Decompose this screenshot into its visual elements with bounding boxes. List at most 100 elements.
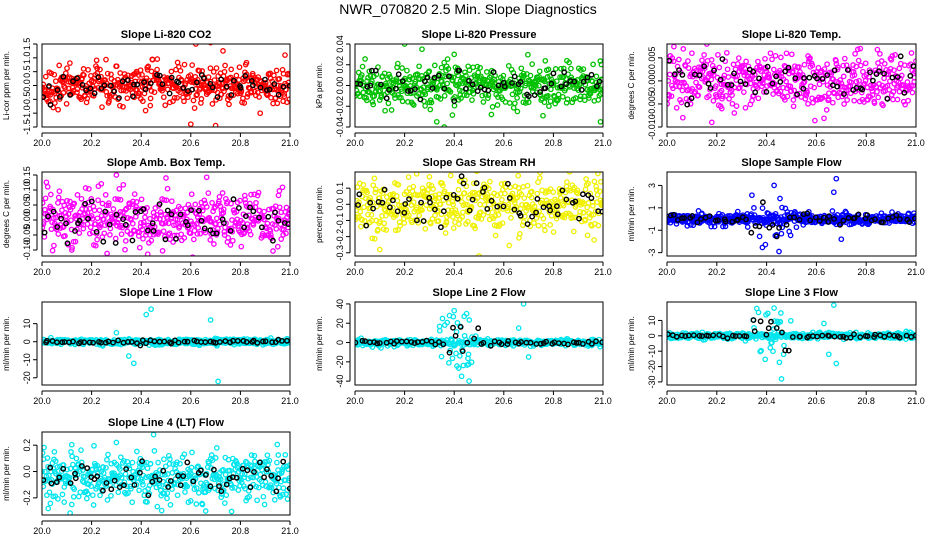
data-point	[56, 62, 63, 69]
data-point	[84, 95, 91, 102]
reference-point	[376, 340, 383, 346]
data-point	[456, 221, 462, 227]
reference-point	[424, 74, 431, 81]
reference-point	[816, 218, 823, 224]
data-point	[166, 230, 173, 237]
data-point	[262, 82, 269, 89]
reference-point	[235, 205, 242, 211]
data-point	[81, 72, 87, 78]
reference-point	[151, 338, 158, 345]
x-tick-label: 21.0	[281, 267, 299, 277]
data-point	[160, 94, 167, 101]
panel-title: Slope Li-820 Pressure	[422, 29, 537, 41]
plot-frame	[41, 171, 291, 257]
data-point	[676, 83, 683, 90]
reference-point	[110, 339, 117, 346]
panel-title: Slope Line 1 Flow	[120, 287, 213, 299]
outlier-point	[113, 172, 120, 178]
data-point	[427, 220, 434, 227]
data-point	[184, 209, 191, 216]
reference-point	[783, 221, 790, 228]
reference-point	[457, 323, 464, 330]
x-tick-label: 20.2	[83, 138, 101, 148]
data-point	[598, 61, 603, 68]
data-point	[545, 66, 552, 73]
x-tick-label: 20.6	[182, 138, 200, 148]
data-point	[699, 210, 705, 217]
reference-point	[859, 86, 866, 93]
reference-point	[864, 212, 871, 219]
outlier-point	[708, 119, 715, 126]
reference-point	[356, 191, 363, 198]
data-point	[278, 236, 285, 242]
data-point	[838, 80, 845, 87]
data-point	[359, 217, 365, 223]
data-point	[804, 89, 811, 96]
reference-point	[405, 88, 411, 94]
reference-point	[142, 86, 149, 93]
y-axis-label: ml/min per min.	[2, 316, 11, 371]
reference-point	[132, 209, 139, 215]
data-point	[144, 251, 151, 256]
panel-title: Slope Gas Stream RH	[422, 157, 535, 169]
data-point	[268, 232, 274, 238]
data-point	[856, 77, 862, 84]
y-axis-label: degrees C per min.	[2, 180, 11, 248]
data-point	[466, 317, 473, 323]
data-point	[492, 232, 499, 239]
reference-point	[394, 208, 401, 215]
panel-title: Slope Sample Flow	[741, 157, 842, 169]
reference-point	[46, 83, 52, 89]
data-point	[451, 102, 458, 109]
data-point	[136, 244, 143, 251]
data-point	[590, 61, 596, 68]
reference-point	[801, 75, 807, 81]
y-axis-label: Li-cor ppm per min.	[2, 51, 11, 120]
reference-point	[423, 337, 430, 344]
data-point	[195, 225, 202, 231]
reference-point	[831, 216, 837, 222]
data-point	[545, 92, 551, 99]
reference-point	[139, 337, 146, 344]
reference-point	[667, 212, 674, 219]
reference-point	[894, 74, 901, 80]
data-point	[358, 223, 364, 230]
data-point	[498, 181, 505, 187]
reference-point	[140, 206, 147, 213]
data-point	[435, 207, 441, 214]
data-point	[548, 212, 555, 219]
x-tick-label: 20.0	[33, 396, 51, 406]
data-point	[580, 209, 587, 216]
data-point	[101, 230, 108, 237]
data-point	[811, 84, 818, 91]
data-point	[591, 178, 598, 185]
data-point	[679, 114, 686, 121]
x-tick-label: 20.0	[346, 267, 364, 277]
data-point	[117, 70, 124, 76]
data-point	[514, 95, 520, 101]
data-point	[492, 212, 499, 219]
reference-point	[474, 88, 481, 95]
data-point	[511, 100, 518, 107]
data-point	[685, 65, 692, 71]
data-point	[714, 93, 720, 100]
data-point	[871, 100, 878, 106]
reference-point	[773, 233, 780, 240]
data-point	[510, 104, 517, 111]
data-point	[762, 356, 769, 363]
reference-point	[540, 204, 547, 211]
x-tick-label: 20.0	[33, 138, 51, 148]
data-point	[59, 207, 65, 214]
data-point	[222, 62, 228, 69]
data-point	[464, 218, 471, 225]
data-point	[555, 96, 561, 103]
data-point	[701, 52, 707, 58]
data-point	[584, 232, 591, 239]
reference-point	[580, 340, 586, 347]
data-point	[543, 188, 549, 194]
reference-point	[184, 338, 191, 345]
reference-point	[559, 187, 566, 194]
data-point	[676, 56, 682, 63]
reference-point	[188, 207, 195, 214]
